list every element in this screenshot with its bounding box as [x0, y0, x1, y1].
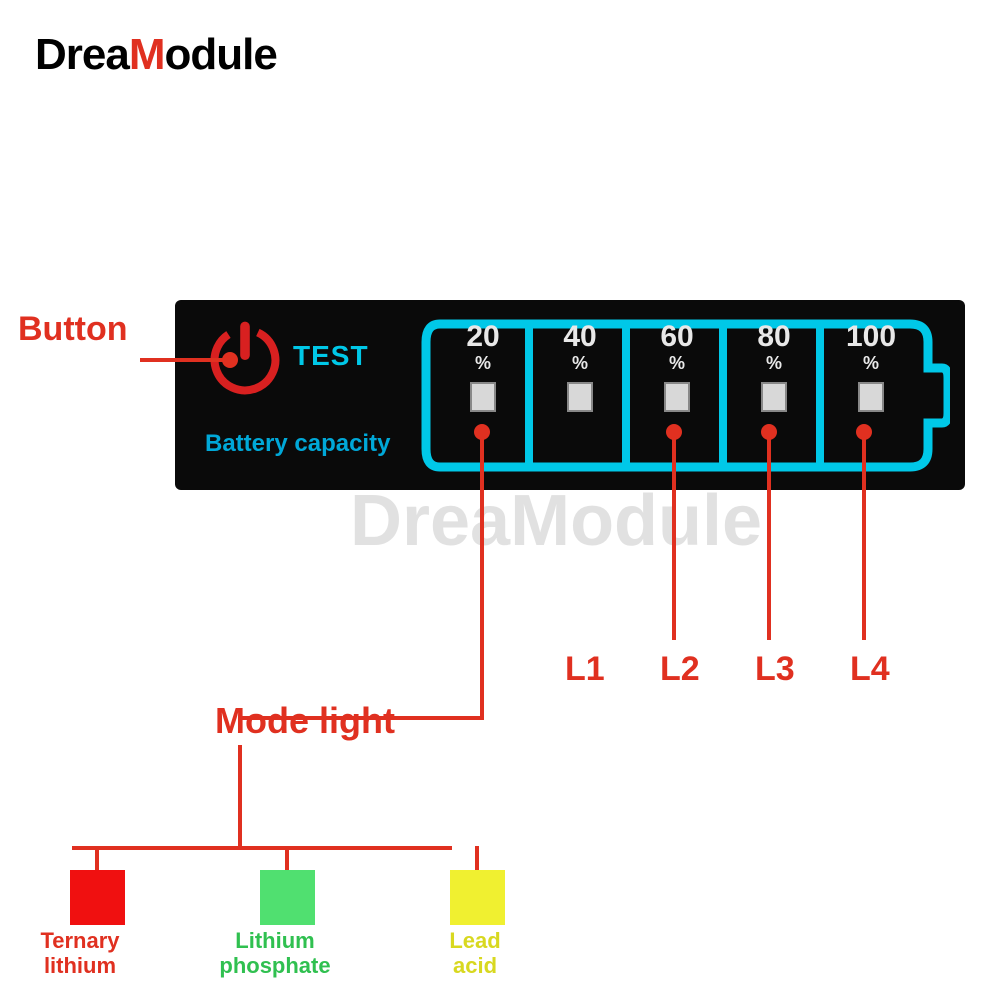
cell-unit: %: [632, 354, 722, 372]
brand-part2: M: [129, 30, 165, 79]
annotation-l2-dot: [666, 424, 682, 440]
annotation-l2-label: L2: [660, 650, 700, 689]
annotation-button-label: Button: [18, 310, 128, 349]
annotation-button-dot: [222, 352, 238, 368]
annotation-l4-line: [862, 430, 866, 640]
mode-label-0: Ternarylithium: [5, 928, 155, 979]
cell-value: 40: [535, 322, 625, 352]
mode-label-1: Lithiumphosphate: [200, 928, 350, 979]
cell-led-icon: [470, 382, 496, 412]
cell-unit: %: [535, 354, 625, 372]
l1-dot: [474, 424, 490, 440]
cell-value: 60: [632, 322, 722, 352]
cell-value: 20: [438, 322, 528, 352]
cell-value: 80: [729, 322, 819, 352]
device-panel: TEST Battery capacity 20%40%60%80%100%: [175, 300, 965, 490]
cell-led-icon: [567, 382, 593, 412]
battery-cell-3: 80%: [729, 322, 819, 412]
cell-unit: %: [729, 354, 819, 372]
mode-swatch-2: [450, 870, 505, 925]
test-label: TEST: [293, 340, 369, 372]
l1-to-mode-vline: [480, 430, 484, 720]
annotation-l1-label: L1: [565, 650, 605, 689]
annotation-l4-label: L4: [850, 650, 890, 689]
annotation-button-line: [140, 358, 228, 362]
brand-part3: odule: [165, 30, 277, 79]
annotation-l3-line: [767, 430, 771, 640]
mode-swatch-1: [260, 870, 315, 925]
brand-part1: Drea: [35, 30, 129, 79]
cell-unit: %: [826, 354, 916, 372]
annotation-mode-light-label: Mode light: [215, 700, 395, 742]
mode-light-hline: [72, 846, 452, 850]
cell-led-icon: [858, 382, 884, 412]
battery-cell-2: 60%: [632, 322, 722, 412]
cell-led-icon: [761, 382, 787, 412]
annotation-l3-dot: [761, 424, 777, 440]
battery-cell-4: 100%: [826, 322, 916, 412]
cell-value: 100: [826, 322, 916, 352]
l1-to-mode-hline: [238, 716, 484, 720]
cell-unit: %: [438, 354, 528, 372]
annotation-l4-dot: [856, 424, 872, 440]
mode-label-2: Leadacid: [400, 928, 550, 979]
battery-cell-1: 40%: [535, 322, 625, 412]
watermark-text: DreaModule: [350, 480, 762, 562]
annotation-l3-label: L3: [755, 650, 795, 689]
capacity-label: Battery capacity: [205, 430, 390, 458]
annotation-l2-line: [672, 430, 676, 640]
cell-led-icon: [664, 382, 690, 412]
mode-light-vline: [238, 745, 242, 850]
brand-logo: DreaModule: [35, 30, 277, 80]
mode-swatch-0: [70, 870, 125, 925]
battery-cell-0: 20%: [438, 322, 528, 412]
